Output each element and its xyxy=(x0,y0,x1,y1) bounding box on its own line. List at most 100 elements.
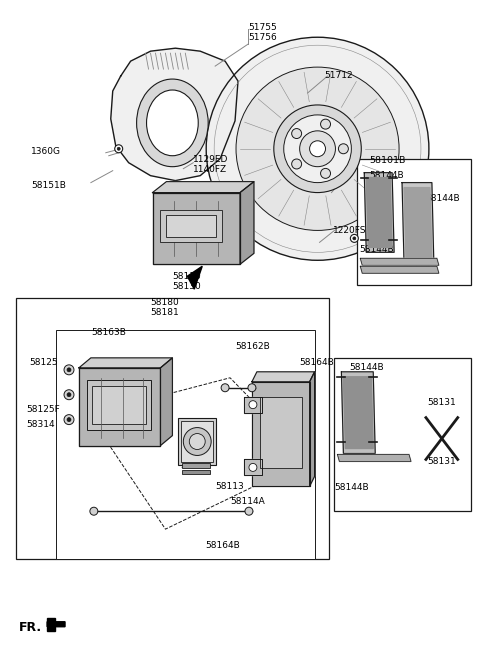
Polygon shape xyxy=(153,193,240,264)
Circle shape xyxy=(236,67,399,230)
Text: 58144B: 58144B xyxy=(402,263,437,272)
Polygon shape xyxy=(404,188,432,259)
Circle shape xyxy=(67,418,71,422)
Polygon shape xyxy=(341,372,375,453)
Circle shape xyxy=(64,390,74,400)
Circle shape xyxy=(310,141,325,157)
Text: 51756: 51756 xyxy=(248,33,276,42)
Polygon shape xyxy=(366,178,392,247)
Polygon shape xyxy=(402,182,434,264)
Bar xyxy=(160,211,222,242)
Polygon shape xyxy=(47,622,65,626)
Circle shape xyxy=(248,384,256,392)
Text: 51712: 51712 xyxy=(324,71,353,80)
Polygon shape xyxy=(47,618,55,630)
Text: 1129ED: 1129ED xyxy=(193,155,228,164)
Bar xyxy=(357,159,471,285)
Polygon shape xyxy=(240,182,254,264)
Circle shape xyxy=(321,169,331,178)
Circle shape xyxy=(338,144,348,154)
Circle shape xyxy=(300,131,336,167)
Text: 58114A: 58114A xyxy=(230,497,265,506)
Text: 58164B: 58164B xyxy=(300,358,335,367)
Circle shape xyxy=(90,507,98,515)
Circle shape xyxy=(249,463,257,472)
Polygon shape xyxy=(343,377,373,449)
Polygon shape xyxy=(252,372,314,382)
Polygon shape xyxy=(244,397,262,413)
Bar xyxy=(56,330,314,559)
Bar xyxy=(182,470,210,474)
Circle shape xyxy=(245,507,253,515)
Text: 58144B: 58144B xyxy=(335,483,369,493)
Polygon shape xyxy=(252,382,310,486)
Text: 58314: 58314 xyxy=(26,420,55,428)
Text: 1220FS: 1220FS xyxy=(333,226,366,236)
Bar xyxy=(181,420,213,462)
Text: 58144B: 58144B xyxy=(369,171,404,180)
Polygon shape xyxy=(79,368,160,445)
Circle shape xyxy=(206,37,429,260)
Bar xyxy=(87,380,151,430)
Text: FR.: FR. xyxy=(19,621,42,634)
Polygon shape xyxy=(111,48,238,180)
Text: 58125: 58125 xyxy=(29,358,58,367)
Polygon shape xyxy=(364,173,394,253)
Polygon shape xyxy=(244,459,262,476)
Text: 58144B: 58144B xyxy=(425,194,459,203)
Text: 51755: 51755 xyxy=(248,24,276,32)
Bar xyxy=(182,463,210,468)
Text: 58125F: 58125F xyxy=(26,405,60,414)
Circle shape xyxy=(183,428,211,455)
Circle shape xyxy=(67,393,71,397)
Polygon shape xyxy=(360,258,439,265)
Circle shape xyxy=(321,119,331,129)
Text: 58163B: 58163B xyxy=(91,328,126,337)
Circle shape xyxy=(221,384,229,392)
Text: 58144B: 58144B xyxy=(349,363,384,372)
Polygon shape xyxy=(160,358,172,445)
Text: 58144B: 58144B xyxy=(360,245,394,255)
Circle shape xyxy=(274,105,361,193)
Circle shape xyxy=(117,147,120,150)
Text: 58131: 58131 xyxy=(427,457,456,466)
Polygon shape xyxy=(187,266,202,289)
Circle shape xyxy=(64,415,74,424)
Text: 58101B: 58101B xyxy=(369,155,406,165)
Polygon shape xyxy=(153,182,254,193)
Circle shape xyxy=(115,145,123,153)
Circle shape xyxy=(292,159,301,169)
Ellipse shape xyxy=(137,79,208,167)
Text: 58164B: 58164B xyxy=(205,541,240,550)
Circle shape xyxy=(353,237,356,240)
Text: 58180: 58180 xyxy=(151,298,179,307)
Polygon shape xyxy=(79,358,172,368)
Text: 58151B: 58151B xyxy=(31,180,66,190)
Circle shape xyxy=(189,434,205,449)
Text: 58113: 58113 xyxy=(215,482,244,491)
Ellipse shape xyxy=(146,90,198,155)
Polygon shape xyxy=(337,455,411,461)
Circle shape xyxy=(67,368,71,372)
Circle shape xyxy=(284,115,351,182)
Bar xyxy=(335,358,471,511)
Polygon shape xyxy=(360,266,439,274)
Circle shape xyxy=(64,365,74,375)
Text: 1360G: 1360G xyxy=(31,147,61,155)
Polygon shape xyxy=(310,372,314,486)
Bar xyxy=(179,418,216,465)
Bar xyxy=(16,298,329,559)
Circle shape xyxy=(350,234,358,242)
Text: 58162B: 58162B xyxy=(235,342,270,351)
Bar xyxy=(167,215,216,237)
Bar xyxy=(260,397,301,468)
Text: 58130: 58130 xyxy=(172,282,201,291)
Text: 58181: 58181 xyxy=(151,308,179,317)
Text: 1140FZ: 1140FZ xyxy=(193,165,228,174)
Circle shape xyxy=(249,401,257,409)
Circle shape xyxy=(292,129,301,138)
Text: 58131: 58131 xyxy=(427,398,456,407)
Text: 58112: 58112 xyxy=(180,461,209,470)
Bar xyxy=(92,386,145,424)
Text: 58110: 58110 xyxy=(172,272,201,281)
